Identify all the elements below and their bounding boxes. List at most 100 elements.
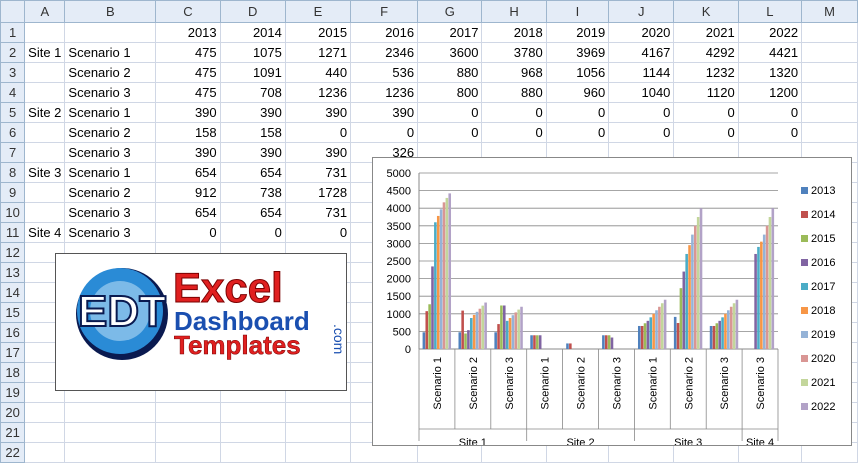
site-cell[interactable] <box>24 62 66 83</box>
row-header[interactable]: 2 <box>0 42 26 63</box>
row-header[interactable]: 19 <box>0 382 26 403</box>
value-cell[interactable]: 1200 <box>737 82 803 103</box>
row-header[interactable]: 3 <box>0 62 26 83</box>
value-cell[interactable]: 800 <box>417 82 483 103</box>
value-cell[interactable]: 440 <box>284 62 352 83</box>
row-header[interactable]: 12 <box>0 242 26 263</box>
row-header[interactable]: 13 <box>0 262 26 283</box>
value-cell[interactable]: 0 <box>608 102 675 123</box>
value-cell[interactable]: 880 <box>481 82 547 103</box>
value-cell[interactable]: 2016 <box>350 22 419 43</box>
value-cell[interactable] <box>219 422 286 443</box>
empty-cell[interactable] <box>801 22 858 43</box>
row-header[interactable]: 17 <box>0 342 26 363</box>
scenario-cell[interactable] <box>64 22 157 43</box>
value-cell[interactable]: 0 <box>155 222 221 243</box>
value-cell[interactable]: 3969 <box>545 42 610 63</box>
row-header[interactable]: 10 <box>0 202 26 223</box>
column-header[interactable]: F <box>350 0 419 23</box>
scenario-cell[interactable]: Scenario 2 <box>64 182 157 203</box>
scenario-cell[interactable]: Scenario 3 <box>64 202 157 223</box>
value-cell[interactable]: 3780 <box>481 42 547 63</box>
site-cell[interactable]: Site 1 <box>24 42 66 63</box>
value-cell[interactable]: 0 <box>608 122 675 143</box>
value-cell[interactable]: 2013 <box>155 22 221 43</box>
empty-cell[interactable] <box>801 122 858 143</box>
empty-cell[interactable] <box>801 102 858 123</box>
value-cell[interactable]: 738 <box>219 182 286 203</box>
value-cell[interactable] <box>155 442 221 463</box>
value-cell[interactable]: 2019 <box>545 22 610 43</box>
site-cell[interactable] <box>24 202 66 223</box>
row-header[interactable]: 11 <box>0 222 26 243</box>
row-header[interactable]: 9 <box>0 182 26 203</box>
row-header[interactable]: 20 <box>0 402 26 423</box>
column-header[interactable]: B <box>64 0 157 23</box>
value-cell[interactable] <box>284 442 352 463</box>
site-cell[interactable]: Site 3 <box>24 162 66 183</box>
value-cell[interactable]: 4292 <box>673 42 739 63</box>
row-header[interactable]: 14 <box>0 282 26 303</box>
value-cell[interactable]: 158 <box>155 122 221 143</box>
value-cell[interactable]: 654 <box>155 202 221 223</box>
value-cell[interactable]: 968 <box>481 62 547 83</box>
value-cell[interactable]: 960 <box>545 82 610 103</box>
value-cell[interactable] <box>155 422 221 443</box>
value-cell[interactable]: 158 <box>219 122 286 143</box>
row-header[interactable]: 5 <box>0 102 26 123</box>
value-cell[interactable]: 1236 <box>350 82 419 103</box>
value-cell[interactable]: 2018 <box>481 22 547 43</box>
value-cell[interactable]: 1232 <box>673 62 739 83</box>
value-cell[interactable]: 0 <box>417 122 483 143</box>
site-cell[interactable] <box>24 122 66 143</box>
value-cell[interactable]: 1320 <box>737 62 803 83</box>
value-cell[interactable]: 0 <box>737 102 803 123</box>
value-cell[interactable]: 0 <box>481 102 547 123</box>
value-cell[interactable]: 1040 <box>608 82 675 103</box>
value-cell[interactable]: 1120 <box>673 82 739 103</box>
value-cell[interactable]: 475 <box>155 42 221 63</box>
row-header[interactable]: 4 <box>0 82 26 103</box>
value-cell[interactable]: 880 <box>417 62 483 83</box>
scenario-cell[interactable] <box>64 442 157 463</box>
value-cell[interactable]: 4167 <box>608 42 675 63</box>
value-cell[interactable]: 2020 <box>608 22 675 43</box>
site-cell[interactable]: Site 4 <box>24 222 66 243</box>
value-cell[interactable]: 0 <box>545 102 610 123</box>
value-cell[interactable]: 731 <box>284 162 352 183</box>
site-cell[interactable] <box>24 402 66 423</box>
row-header[interactable]: 8 <box>0 162 26 183</box>
value-cell[interactable]: 912 <box>155 182 221 203</box>
column-header[interactable]: M <box>801 0 858 23</box>
column-header[interactable]: K <box>673 0 739 23</box>
value-cell[interactable]: 1271 <box>284 42 352 63</box>
column-header[interactable]: J <box>608 0 675 23</box>
value-cell[interactable]: 475 <box>155 82 221 103</box>
value-cell[interactable]: 1728 <box>284 182 352 203</box>
value-cell[interactable]: 0 <box>219 222 286 243</box>
value-cell[interactable]: 390 <box>284 102 352 123</box>
site-cell[interactable] <box>24 142 66 163</box>
value-cell[interactable] <box>155 402 221 423</box>
value-cell[interactable]: 654 <box>155 162 221 183</box>
value-cell[interactable] <box>284 402 352 423</box>
site-cell[interactable] <box>24 82 66 103</box>
site-cell[interactable]: Site 2 <box>24 102 66 123</box>
value-cell[interactable]: 0 <box>350 122 419 143</box>
value-cell[interactable]: 731 <box>284 202 352 223</box>
value-cell[interactable]: 0 <box>545 122 610 143</box>
value-cell[interactable]: 390 <box>219 102 286 123</box>
value-cell[interactable] <box>219 402 286 423</box>
column-header[interactable]: I <box>545 0 610 23</box>
row-header[interactable]: 15 <box>0 302 26 323</box>
column-header[interactable]: L <box>737 0 803 23</box>
value-cell[interactable]: 2022 <box>737 22 803 43</box>
value-cell[interactable]: 2015 <box>284 22 352 43</box>
column-header[interactable]: H <box>481 0 547 23</box>
row-header[interactable]: 16 <box>0 322 26 343</box>
value-cell[interactable]: 0 <box>284 222 352 243</box>
scenario-cell[interactable]: Scenario 3 <box>64 142 157 163</box>
value-cell[interactable]: 1091 <box>219 62 286 83</box>
scenario-cell[interactable]: Scenario 1 <box>64 102 157 123</box>
column-header[interactable]: A <box>24 0 66 23</box>
